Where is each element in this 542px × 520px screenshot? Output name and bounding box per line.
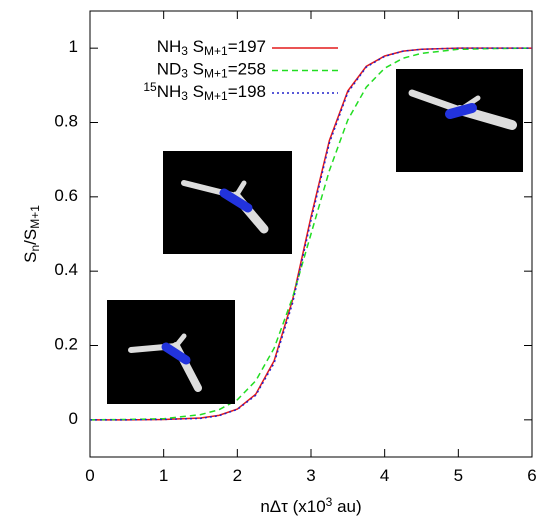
y-tick-label: 0.6 <box>54 186 78 205</box>
x-tick-label: 6 <box>527 466 536 485</box>
y-tick-label: 0.8 <box>54 112 78 131</box>
x-tick-label: 3 <box>306 466 315 485</box>
y-tick-label: 0.4 <box>54 261 78 280</box>
series-line <box>90 47 532 421</box>
legend-label: ND3 SM+1=258 <box>157 60 266 80</box>
x-axis-label: nΔτ (x103 au) <box>260 495 361 517</box>
series-line <box>89 47 533 421</box>
x-tick-label: 5 <box>454 466 463 485</box>
molecule-image <box>107 300 235 404</box>
x-tick-label: 2 <box>233 466 242 485</box>
molecule-image <box>163 151 292 254</box>
x-tick-label: 0 <box>85 466 94 485</box>
legend-label: NH3 SM+1=197 <box>157 37 266 57</box>
y-tick-label: 0.2 <box>54 335 78 354</box>
x-tick-label: 1 <box>159 466 168 485</box>
legend-label: 15NH3 SM+1=198 <box>143 80 266 103</box>
x-tick-label: 4 <box>380 466 389 485</box>
molecule-image <box>396 69 523 172</box>
molecule-images <box>107 69 523 404</box>
y-tick-label: 0 <box>69 409 78 428</box>
y-tick-label: 1 <box>69 38 78 57</box>
y-axis-label: Sn/SM+1 <box>21 205 41 263</box>
